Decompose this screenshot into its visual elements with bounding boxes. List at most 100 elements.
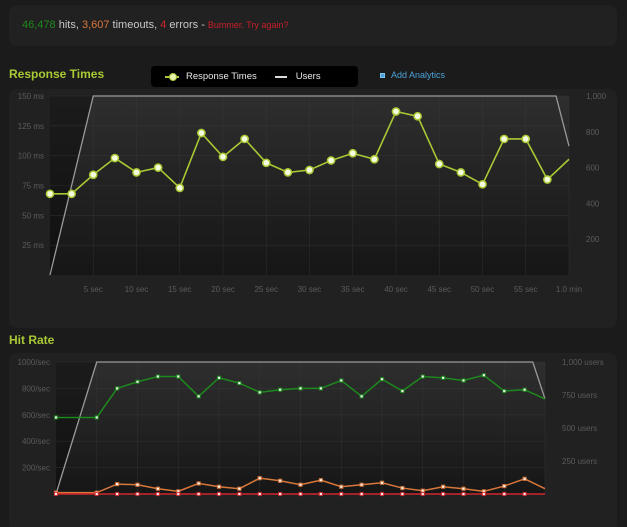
data-point (216, 375, 222, 380)
data-point (456, 168, 466, 177)
data-point (196, 394, 201, 399)
data-point (155, 486, 160, 491)
x-tick-label: 55 sec (514, 285, 538, 294)
data-point (522, 491, 527, 497)
data-point (196, 481, 201, 486)
y-tick-label: 150 ms (18, 92, 44, 101)
data-point (359, 394, 364, 399)
legend-label: Users (295, 71, 321, 82)
data-point (499, 134, 509, 144)
data-point (420, 491, 425, 497)
data-point (283, 168, 293, 177)
data-point (420, 374, 425, 379)
data-point (257, 390, 262, 395)
data-point (359, 482, 364, 487)
response-times-chart: 25 ms 50 ms 75 ms 100 ms 125 ms 150 ms 200 400 6… (9, 89, 617, 328)
y2-tick-label: 500 users (562, 424, 597, 433)
data-point (155, 374, 160, 379)
y-tick-label: 75 ms (22, 182, 44, 191)
data-point (400, 485, 405, 491)
x-tick-label: 15 sec (168, 285, 192, 294)
data-point (543, 175, 552, 184)
hit-rate-chart: 200/sec 400/sec 600/sec 800/sec 1000/sec 250 … (9, 353, 617, 527)
data-point (481, 491, 486, 497)
data-point (197, 128, 206, 138)
status-message: Bummer. Try again? (207, 20, 289, 30)
series-line (56, 477, 546, 494)
hits-count: 46,478 (22, 19, 56, 31)
line-icon (274, 75, 287, 78)
data-point (391, 107, 401, 116)
data-point (135, 482, 140, 487)
data-point (45, 189, 55, 199)
y2-tick-label: 750 users (562, 391, 597, 400)
data-point (298, 386, 303, 391)
y2-tick-label: 400 (586, 199, 600, 208)
data-point (502, 388, 507, 394)
legend-item-response-times[interactable]: Response Times (165, 71, 257, 82)
y2-tick-label: 1,000 (586, 92, 607, 101)
data-point (379, 491, 385, 497)
response-times-plot: 25 ms 50 ms 75 ms 100 ms 125 ms 150 ms 200 400 6… (18, 92, 607, 294)
x-tick-label: 25 sec (254, 285, 278, 294)
response-times-title: Response Times (9, 67, 105, 81)
y-tick-label: 50 ms (22, 211, 44, 220)
x-tick-label: 45 sec (427, 285, 451, 294)
data-point (379, 480, 385, 485)
data-point (339, 484, 344, 489)
data-point (339, 378, 344, 383)
x-tick-label: 10 sec (125, 285, 149, 294)
x-tick-label: 40 sec (384, 285, 408, 294)
data-point (67, 189, 76, 199)
users-line (49, 95, 570, 276)
data-point (115, 491, 120, 497)
data-point (216, 491, 222, 497)
add-analytics-link[interactable]: Add Analytics (380, 70, 445, 80)
line-dot-icon (165, 72, 179, 81)
data-point (521, 134, 531, 144)
errors-count: 4 (160, 19, 167, 31)
x-tick-label: 5 sec (84, 285, 103, 294)
data-point (318, 386, 323, 391)
data-point (522, 387, 527, 392)
hits-label: hits, (55, 19, 82, 31)
data-point (110, 153, 120, 163)
y-tick-label: 800/sec (22, 384, 50, 393)
legend-item-users[interactable]: Users (274, 71, 321, 82)
data-point (155, 491, 160, 497)
data-point (400, 491, 405, 497)
y-tick-label: 400/sec (22, 437, 50, 446)
data-point (478, 179, 487, 189)
data-point (461, 378, 466, 383)
data-point (257, 476, 262, 481)
x-tick-label: 30 sec (298, 285, 322, 294)
data-point (135, 379, 140, 384)
data-point (348, 148, 358, 158)
x-tick-label: 35 sec (341, 285, 365, 294)
data-point (237, 491, 242, 497)
data-point (370, 154, 379, 164)
data-point (461, 491, 466, 497)
data-point (115, 482, 120, 487)
data-point (339, 491, 344, 497)
data-point (53, 491, 59, 497)
data-point (522, 476, 527, 481)
errors-label: errors - (166, 19, 208, 31)
data-point (278, 478, 283, 483)
data-point (240, 134, 249, 144)
data-point (176, 374, 181, 379)
data-point (420, 488, 425, 493)
y2-tick-label: 800 (586, 128, 600, 137)
square-icon (380, 72, 385, 78)
users-line (55, 361, 546, 495)
data-point (502, 491, 507, 497)
data-point (318, 478, 323, 483)
data-point (115, 386, 120, 391)
add-analytics-label: Add Analytics (391, 70, 446, 80)
data-point (135, 491, 140, 497)
data-point (176, 491, 181, 497)
x-tick-label: 20 sec (211, 285, 235, 294)
y-tick-label: 100 ms (18, 152, 44, 161)
chart-legend: Response Times Users (151, 66, 358, 87)
y2-tick-label: 200 (586, 235, 600, 244)
